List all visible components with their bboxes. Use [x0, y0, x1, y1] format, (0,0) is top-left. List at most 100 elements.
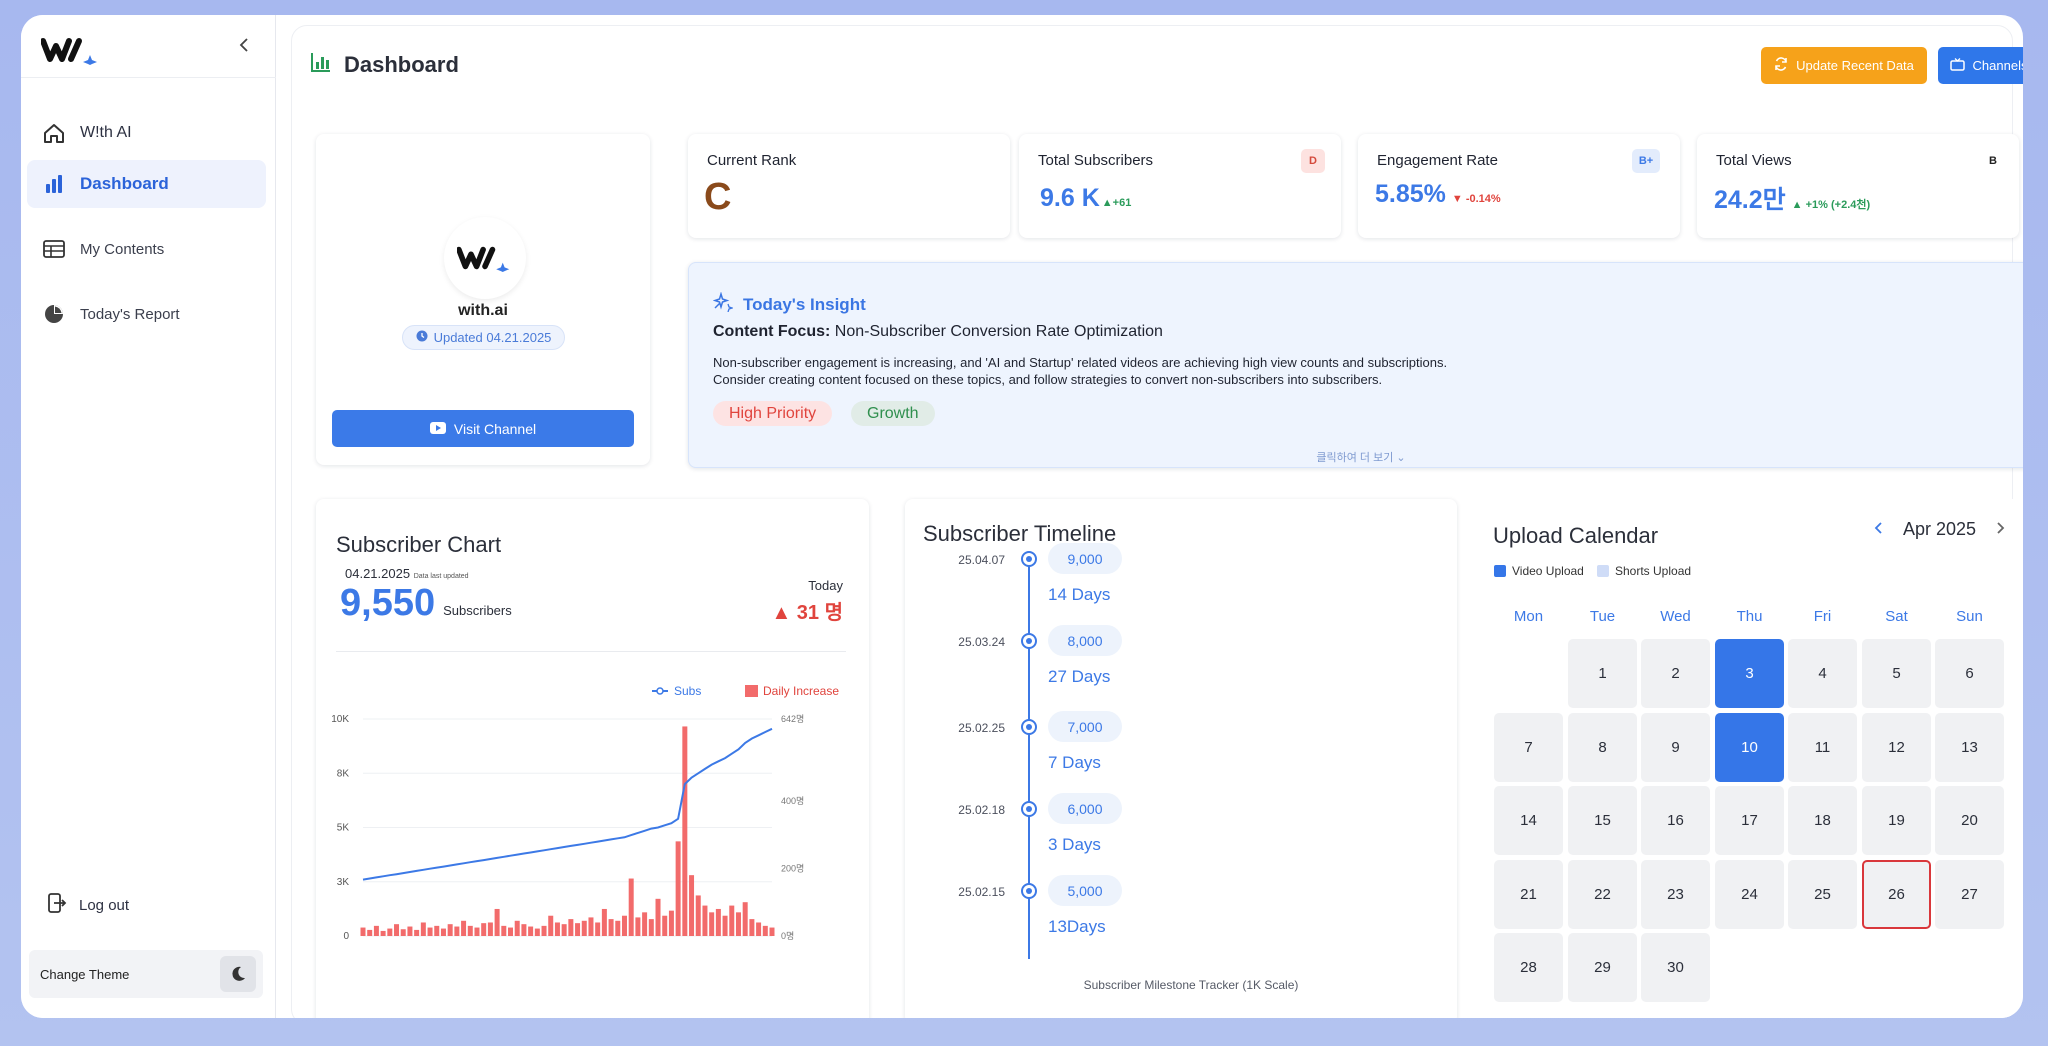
calendar-day[interactable]: 1: [1568, 639, 1637, 708]
calendar-day[interactable]: 3: [1715, 639, 1784, 708]
daily-increase-bar: [461, 920, 467, 936]
calendar-day[interactable]: 26: [1862, 860, 1931, 929]
daily-increase-bar: [454, 926, 460, 936]
calendar-day[interactable]: 16: [1641, 786, 1710, 855]
daily-increase-bar: [487, 922, 493, 936]
calendar-day[interactable]: 24: [1715, 860, 1784, 929]
timeline-title: Subscriber Timeline: [923, 521, 1117, 546]
date-text: 04.21.2025: [345, 566, 411, 581]
calendar-day[interactable]: 2: [1641, 639, 1710, 708]
daily-increase-bar: [554, 922, 560, 936]
calendar-day[interactable]: 9: [1641, 713, 1710, 782]
engagement-change: ▼ -0.14%: [1451, 193, 1501, 205]
sidebar-item-my-contents[interactable]: My Contents: [27, 225, 266, 273]
calendar-day[interactable]: 11: [1788, 713, 1857, 782]
calendar-day[interactable]: 8: [1568, 713, 1637, 782]
month-navigator: Apr 2025: [1873, 519, 2006, 540]
milestone-value-pill: 8,000: [1048, 625, 1122, 656]
sidebar-item-label: Today's Report: [80, 305, 180, 323]
stat-value: 5.85% ▼ -0.14%: [1375, 180, 1501, 209]
calendar-day[interactable]: 29: [1568, 933, 1637, 1002]
current-rank-card: Current Rank C: [688, 134, 1010, 238]
legend-shorts-upload: Shorts Upload: [1597, 564, 1691, 578]
calendar-day[interactable]: 15: [1568, 786, 1637, 855]
next-month-icon[interactable]: [1994, 519, 2006, 540]
sidebar-item-todays-report[interactable]: Today's Report: [27, 290, 266, 338]
calendar-day[interactable]: 10: [1715, 713, 1784, 782]
sidebar-item-label: W!th AI: [80, 124, 132, 141]
sparkle-icon: [712, 291, 735, 317]
pie-chart-icon: [42, 302, 66, 326]
daily-increase-bar: [581, 920, 587, 936]
calendar-day[interactable]: 14: [1494, 786, 1563, 855]
legend-swatch: [1494, 565, 1506, 577]
tv-icon: [1949, 57, 1965, 74]
with-ai-logo[interactable]: [40, 35, 101, 70]
daily-increase-bar: [474, 927, 480, 936]
calendar-day[interactable]: 28: [1494, 933, 1563, 1002]
calendar-day[interactable]: 5: [1862, 639, 1931, 708]
todays-insight-card[interactable]: Today's Insight Content Focus: Non-Subsc…: [688, 262, 2023, 468]
home-icon: [42, 121, 66, 145]
calendar-day[interactable]: 21: [1494, 860, 1563, 929]
daily-increase-bar: [568, 919, 574, 936]
subscriber-timeline-card: Subscriber Timeline 25.04.07 9,000 14 Days…: [905, 499, 1457, 1018]
calendar-day[interactable]: 13: [1935, 713, 2004, 782]
stat-label: Total Subscribers: [1038, 152, 1154, 169]
daily-increase-bar: [621, 915, 627, 936]
change-theme-label: Change Theme: [40, 966, 130, 982]
rank-value: C: [704, 176, 732, 218]
click-to-see-more-link[interactable]: 클릭하여 더 보기 ⌄: [1316, 452, 1406, 464]
daily-increase-bar: [387, 928, 393, 936]
calendar-day[interactable]: 20: [1935, 786, 2004, 855]
update-recent-data-button[interactable]: Update Recent Data: [1761, 47, 1927, 84]
daily-increase-bar: [360, 927, 366, 936]
weekday-label: Wed: [1660, 608, 1691, 625]
calendar-day[interactable]: 12: [1862, 713, 1931, 782]
sidebar-item-dashboard[interactable]: Dashboard: [27, 160, 266, 208]
collapse-sidebar-icon[interactable]: [234, 35, 254, 55]
calendar-day[interactable]: 17: [1715, 786, 1784, 855]
sidebar: W!th AI Dashboard My Contents Today's Re…: [21, 15, 276, 1018]
right-tick-label: 642명: [781, 714, 804, 724]
milestone-value-pill: 7,000: [1048, 711, 1122, 742]
current-month: Apr 2025: [1903, 519, 1977, 539]
total-views-card: Total Views B 24.2만 ▲ +1% (+2.4천): [1697, 134, 2019, 238]
calendar-day[interactable]: 22: [1568, 860, 1637, 929]
calendar-day[interactable]: 30: [1641, 933, 1710, 1002]
calendar-day[interactable]: 23: [1641, 860, 1710, 929]
updated-text: Updated 04.21.2025: [433, 330, 552, 345]
timeline-date: 25.02.15: [958, 885, 1005, 899]
visit-channel-button[interactable]: Visit Channel: [332, 410, 634, 447]
calendar-day[interactable]: 7: [1494, 713, 1563, 782]
timeline-date: 25.04.07: [958, 553, 1005, 567]
channel-avatar: [444, 217, 526, 299]
milestone-value-pill: 5,000: [1048, 875, 1122, 906]
daily-increase-bar: [662, 915, 668, 936]
calendar-day[interactable]: 27: [1935, 860, 2004, 929]
milestone-days: 14 Days: [1048, 585, 1111, 604]
sidebar-item-with-ai[interactable]: W!th AI: [27, 109, 266, 157]
moon-icon[interactable]: [220, 956, 256, 992]
prev-month-icon[interactable]: [1873, 519, 1885, 540]
page-title-text: Dashboard: [344, 52, 459, 77]
channel-profile-card: with.ai Updated 04.21.2025 Visit Channel: [316, 134, 650, 465]
timeline-axis: [1028, 557, 1030, 959]
calendar-day[interactable]: 4: [1788, 639, 1857, 708]
timeline-dot: [1021, 719, 1037, 735]
logout-button[interactable]: Log out: [47, 892, 129, 918]
calendar-day[interactable]: 19: [1862, 786, 1931, 855]
calendar-day[interactable]: 25: [1788, 860, 1857, 929]
daily-increase-bar: [729, 905, 735, 936]
daily-increase-bar: [528, 926, 534, 936]
calendar-day[interactable]: 6: [1935, 639, 2004, 708]
calendar-day[interactable]: 18: [1788, 786, 1857, 855]
daily-increase-bar: [414, 929, 420, 936]
updated-badge: Updated 04.21.2025: [402, 325, 565, 350]
daily-increase-bar: [561, 924, 567, 936]
legend-label: Video Upload: [1512, 564, 1584, 578]
daily-increase-bar: [373, 925, 379, 936]
daily-increase-bar: [682, 726, 688, 936]
youtube-icon: [429, 421, 446, 437]
channels-button[interactable]: Channels: [1938, 47, 2023, 84]
